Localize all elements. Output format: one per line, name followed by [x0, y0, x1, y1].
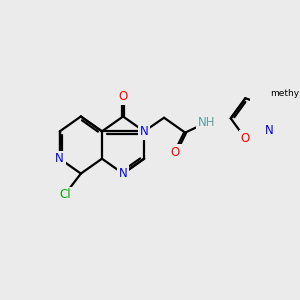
Text: O: O — [118, 90, 128, 103]
Text: N: N — [119, 167, 128, 180]
Text: NH: NH — [197, 116, 215, 129]
Text: N: N — [265, 124, 273, 137]
Text: N: N — [56, 152, 64, 165]
Text: methyl: methyl — [270, 89, 300, 98]
Text: O: O — [171, 146, 180, 159]
Text: O: O — [241, 132, 250, 145]
Text: Cl: Cl — [59, 188, 70, 201]
Text: N: N — [140, 125, 148, 138]
